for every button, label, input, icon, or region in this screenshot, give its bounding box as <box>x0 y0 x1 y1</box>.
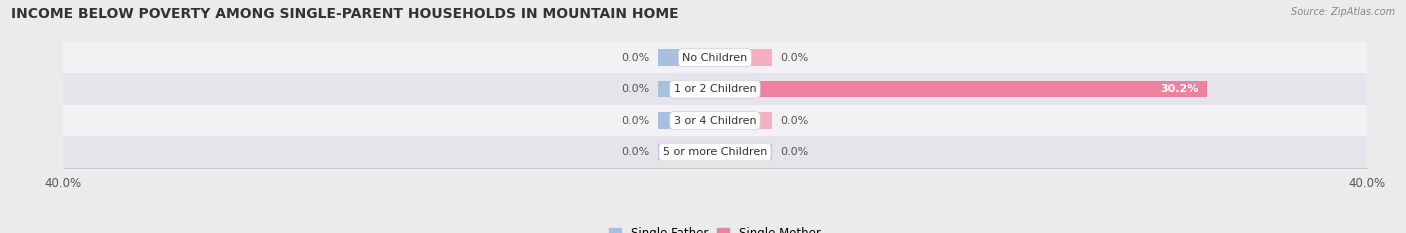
Text: INCOME BELOW POVERTY AMONG SINGLE-PARENT HOUSEHOLDS IN MOUNTAIN HOME: INCOME BELOW POVERTY AMONG SINGLE-PARENT… <box>11 7 679 21</box>
Text: 0.0%: 0.0% <box>621 147 650 157</box>
Bar <box>658 49 716 66</box>
Bar <box>63 105 1367 136</box>
Text: 0.0%: 0.0% <box>621 116 650 126</box>
Bar <box>716 112 772 129</box>
Bar <box>716 81 1206 97</box>
Text: 0.0%: 0.0% <box>780 53 808 63</box>
Text: No Children: No Children <box>682 53 748 63</box>
Bar <box>658 81 716 97</box>
Bar <box>63 136 1367 168</box>
Bar <box>716 49 772 66</box>
Text: 0.0%: 0.0% <box>621 53 650 63</box>
Bar <box>63 42 1367 73</box>
Text: 3 or 4 Children: 3 or 4 Children <box>673 116 756 126</box>
Text: 1 or 2 Children: 1 or 2 Children <box>673 84 756 94</box>
Text: 0.0%: 0.0% <box>621 84 650 94</box>
Bar <box>716 144 772 160</box>
Text: 30.2%: 30.2% <box>1160 84 1199 94</box>
Legend: Single Father, Single Mother: Single Father, Single Mother <box>609 227 821 233</box>
Text: Source: ZipAtlas.com: Source: ZipAtlas.com <box>1291 7 1395 17</box>
Bar <box>658 144 716 160</box>
Text: 0.0%: 0.0% <box>780 116 808 126</box>
Text: 5 or more Children: 5 or more Children <box>662 147 768 157</box>
Bar <box>658 112 716 129</box>
Bar <box>63 73 1367 105</box>
Text: 0.0%: 0.0% <box>780 147 808 157</box>
